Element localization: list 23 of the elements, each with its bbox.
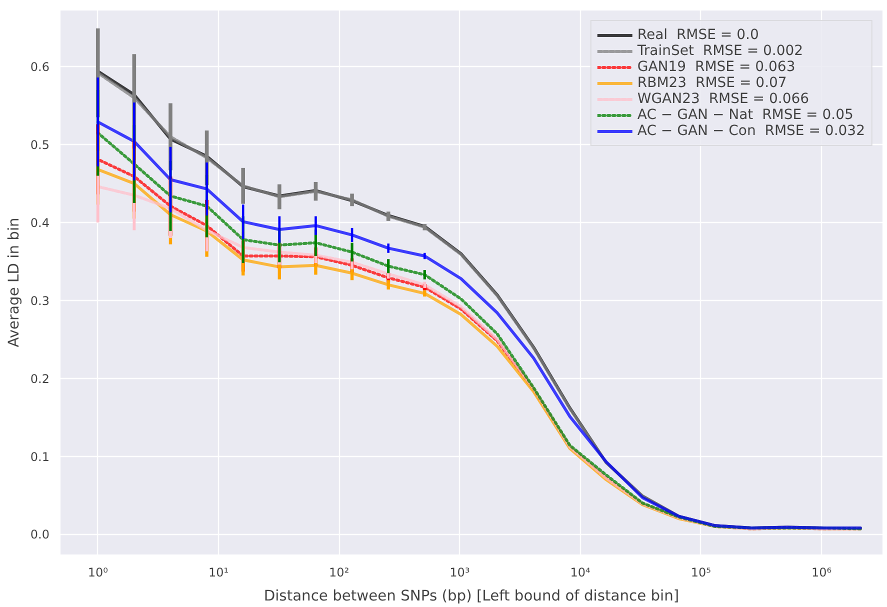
y-tick-label: 0.4 bbox=[30, 216, 50, 230]
legend-label: TrainSet RMSE = 0.002 bbox=[637, 43, 804, 59]
x-tick-label: 10³ bbox=[450, 566, 470, 580]
legend-label: AC − GAN − Con RMSE = 0.032 bbox=[637, 123, 865, 139]
x-axis-title: Distance between SNPs (bp) [Left bound of distance bin] bbox=[264, 588, 680, 604]
y-axis-title: Average LD in bin bbox=[5, 218, 22, 348]
legend-label: GAN19 RMSE = 0.063 bbox=[637, 59, 796, 75]
legend-label: WGAN23 RMSE = 0.066 bbox=[637, 91, 810, 107]
x-tick-label: 10¹ bbox=[208, 566, 229, 580]
y-tick-label: 0.2 bbox=[30, 372, 50, 386]
x-tick-label: 10⁴ bbox=[570, 566, 591, 580]
legend-label: Real RMSE = 0.0 bbox=[637, 27, 759, 43]
x-tick-label: 10⁰ bbox=[88, 566, 108, 580]
y-tick-label: 0.1 bbox=[30, 450, 50, 464]
x-tick-label: 10⁶ bbox=[812, 566, 832, 580]
x-tick-label: 10⁵ bbox=[690, 566, 712, 580]
y-tick-label: 0.0 bbox=[30, 528, 50, 542]
legend-label: AC − GAN − Nat RMSE = 0.05 bbox=[637, 107, 854, 123]
legend-label: RBM23 RMSE = 0.07 bbox=[637, 75, 787, 91]
y-tick-label: 0.3 bbox=[30, 294, 50, 308]
x-tick-label: 10² bbox=[329, 566, 350, 580]
y-tick-label: 0.5 bbox=[30, 138, 50, 152]
y-tick-label: 0.6 bbox=[30, 60, 50, 74]
